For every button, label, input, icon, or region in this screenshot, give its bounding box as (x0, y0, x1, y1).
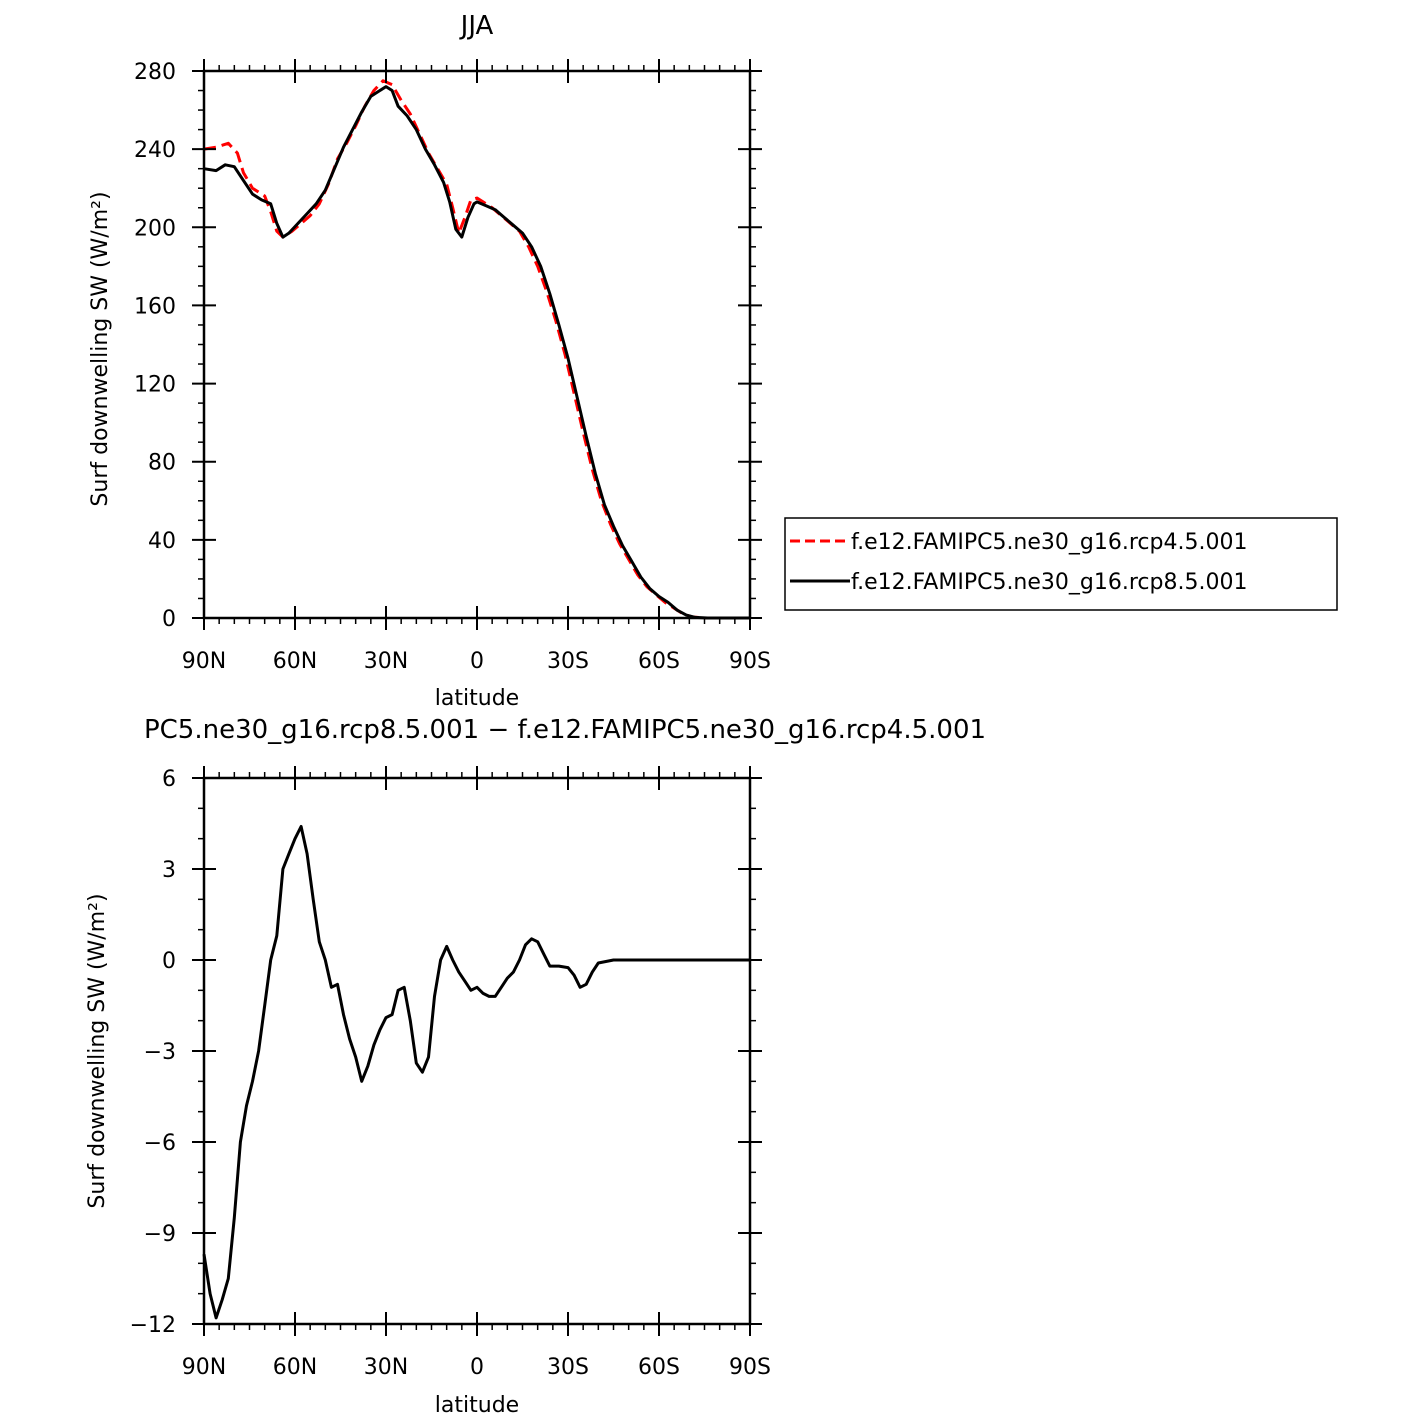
bottom-y-tick-label: −12 (130, 1313, 176, 1338)
bottom-x-tick-label: 30S (547, 1355, 589, 1380)
top-y-tick-label: 240 (134, 138, 176, 163)
legend-label-rcp45: f.e12.FAMIPC5.ne30_g16.rcp4.5.001 (851, 530, 1247, 555)
top-series-layer (203, 79, 750, 620)
top-x-tick-label: 90N (182, 649, 226, 674)
top-tick-labels: 90N 60N 30N 0 30S 60S 90S 0 40 80 120 160 200 240 280 (134, 60, 771, 674)
top-x-tick-label: 60S (638, 649, 680, 674)
bottom-x-tick-label: 0 (470, 1355, 484, 1380)
top-y-tick-label: 200 (134, 216, 176, 241)
bottom-panel: PC5.ne30_g16.rcp8.5.001 − f.e12.FAMIPC5.… (85, 715, 986, 1418)
top-x-tick-label: 0 (470, 649, 484, 674)
bottom-y-tick-label: 0 (162, 949, 176, 974)
bottom-ticks (192, 766, 762, 1336)
top-x-tick-label: 30N (364, 649, 408, 674)
bottom-x-tick-label: 60S (638, 1355, 680, 1380)
top-y-tick-label: 40 (148, 529, 176, 554)
top-y-tick-label: 160 (134, 294, 176, 319)
top-series-line-0 (203, 79, 750, 620)
bottom-series-line-0 (202, 825, 750, 1320)
top-x-axis-title: latitude (435, 686, 519, 711)
top-x-tick-label: 90S (729, 649, 771, 674)
bottom-y-tick-label: −9 (144, 1222, 176, 1247)
top-x-tick-label: 30S (547, 649, 589, 674)
bottom-y-tick-label: 3 (162, 858, 176, 883)
top-y-tick-label: 120 (134, 373, 176, 398)
bottom-y-tick-label: −6 (144, 1131, 176, 1156)
top-plot-frame (202, 69, 752, 620)
bottom-y-axis-title: Surf downwelling SW (W/m²) (85, 893, 110, 1208)
top-y-axis-title: Surf downwelling SW (W/m²) (88, 191, 113, 506)
bottom-x-tick-label: 90S (729, 1355, 771, 1380)
top-y-tick-label: 80 (148, 451, 176, 476)
bottom-x-tick-label: 90N (182, 1355, 226, 1380)
legend-box (784, 517, 1338, 611)
bottom-series-layer (202, 825, 750, 1320)
top-y-tick-label: 0 (162, 607, 176, 632)
bottom-x-axis-title: latitude (435, 1393, 519, 1418)
bottom-y-tick-label: −3 (144, 1040, 176, 1065)
legend-label-rcp85: f.e12.FAMIPC5.ne30_g16.rcp8.5.001 (851, 570, 1247, 595)
bottom-plot-title: PC5.ne30_g16.rcp8.5.001 − f.e12.FAMIPC5.… (144, 715, 986, 745)
top-x-tick-label: 60N (273, 649, 317, 674)
top-series-line-1 (203, 85, 750, 620)
bottom-y-tick-label: 6 (162, 767, 176, 792)
top-y-tick-label: 280 (134, 60, 176, 85)
legend: f.e12.FAMIPC5.ne30_g16.rcp4.5.001 f.e12.… (784, 517, 1338, 611)
bottom-tick-labels: 90N 60N 30N 0 30S 60S 90S −12 −9 −6 −3 0 3 6 (130, 767, 771, 1380)
bottom-x-tick-label: 30N (364, 1355, 408, 1380)
top-ticks (192, 59, 762, 630)
top-plot-title: JJA (459, 11, 494, 41)
top-panel: JJA 90N 60N 30N 0 30S 60S 90S 0 40 80 120 160 200 240… (88, 11, 1338, 711)
bottom-x-tick-label: 60N (273, 1355, 317, 1380)
